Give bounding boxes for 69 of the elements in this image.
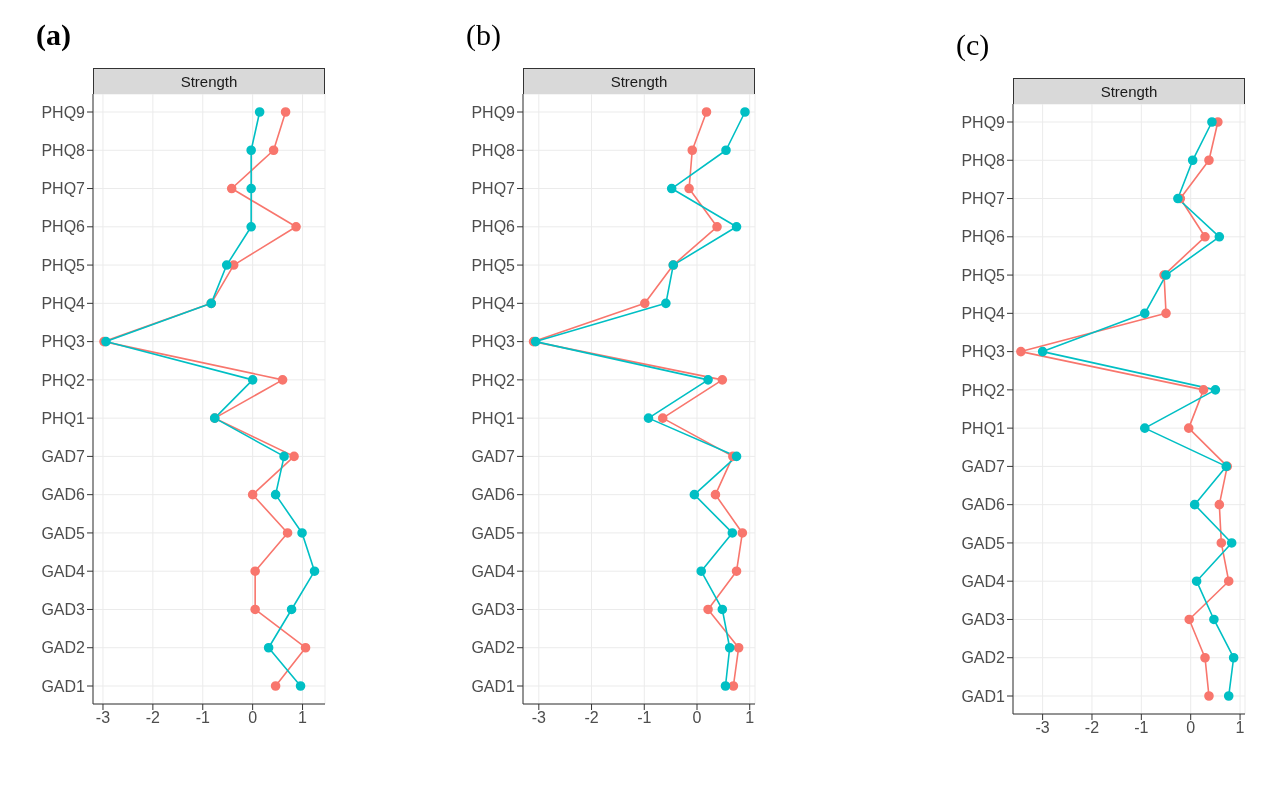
x-tick-label: -2 xyxy=(584,709,599,727)
y-tick-label: GAD3 xyxy=(961,611,1006,629)
x-tick-label: -1 xyxy=(637,709,652,727)
y-tick-label: PHQ5 xyxy=(41,256,86,274)
y-tick-label: GAD2 xyxy=(41,639,86,657)
x-tick-label: 1 xyxy=(745,709,755,727)
y-tick-label: GAD4 xyxy=(471,562,516,580)
y-tick-label: PHQ4 xyxy=(961,305,1006,323)
y-tick-label: PHQ1 xyxy=(961,419,1006,437)
y-tick-label: PHQ8 xyxy=(41,141,86,159)
y-tick-label: PHQ9 xyxy=(471,103,516,121)
y-tick-label: GAD5 xyxy=(41,524,86,542)
y-tick-label: PHQ7 xyxy=(961,190,1006,208)
chart-title: (c) xyxy=(955,28,991,63)
y-tick-label: PHQ3 xyxy=(471,333,516,351)
y-tick-label: GAD7 xyxy=(41,448,86,466)
y-tick-label: GAD4 xyxy=(961,572,1006,590)
y-tick-label: GAD2 xyxy=(961,649,1006,667)
y-tick-label: PHQ5 xyxy=(471,256,516,274)
x-tick-label: -3 xyxy=(531,709,547,727)
y-tick-label: GAD7 xyxy=(961,458,1006,476)
y-tick-label: GAD2 xyxy=(471,639,516,657)
chart-subtitle: Strength xyxy=(93,68,325,94)
y-tick-label: GAD5 xyxy=(961,534,1006,552)
y-tick-label: GAD5 xyxy=(471,524,516,542)
y-tick-label: GAD1 xyxy=(471,677,516,695)
x-tick-label: -2 xyxy=(1084,719,1100,737)
x-tick-label: -3 xyxy=(95,709,111,727)
y-tick-label: GAD1 xyxy=(961,687,1006,705)
y-tick-label: GAD4 xyxy=(41,562,86,580)
x-tick-label: 0 xyxy=(1186,719,1196,737)
x-tick-label: -2 xyxy=(145,709,161,727)
y-tick-label: PHQ6 xyxy=(961,228,1006,246)
y-tick-label: PHQ6 xyxy=(471,218,516,236)
x-tick-label: 0 xyxy=(248,709,258,727)
y-tick-label: PHQ2 xyxy=(41,371,86,389)
x-tick-label: 1 xyxy=(1235,719,1245,737)
y-tick-label: PHQ3 xyxy=(41,333,86,351)
y-tick-label: PHQ7 xyxy=(41,180,86,198)
chart-title: (b) xyxy=(465,18,502,53)
y-tick-label: PHQ1 xyxy=(471,409,516,427)
x-tick-label: 1 xyxy=(298,709,308,727)
x-tick-label: -3 xyxy=(1035,719,1050,737)
y-tick-label: PHQ4 xyxy=(471,295,516,313)
y-tick-label: PHQ3 xyxy=(961,343,1006,361)
x-tick-label: -1 xyxy=(195,709,210,727)
chart-subtitle: Strength xyxy=(1013,78,1245,104)
y-tick-label: PHQ8 xyxy=(961,151,1006,169)
y-tick-label: PHQ9 xyxy=(961,113,1006,131)
y-tick-label: PHQ7 xyxy=(471,180,516,198)
x-tick-label: 0 xyxy=(692,709,702,727)
x-tick-label: -1 xyxy=(1134,719,1149,737)
y-tick-label: PHQ6 xyxy=(41,218,86,236)
y-tick-label: GAD7 xyxy=(471,448,516,466)
y-tick-label: PHQ8 xyxy=(471,141,516,159)
y-tick-label: GAD6 xyxy=(471,486,516,504)
y-tick-label: GAD1 xyxy=(41,677,86,695)
y-tick-label: GAD3 xyxy=(41,601,86,619)
y-tick-label: PHQ5 xyxy=(961,266,1006,284)
y-tick-label: PHQ1 xyxy=(41,409,86,427)
chart-title: (a) xyxy=(35,18,72,53)
y-tick-label: PHQ4 xyxy=(41,295,86,313)
chart-subtitle: Strength xyxy=(523,68,755,94)
y-tick-label: PHQ2 xyxy=(471,371,516,389)
y-tick-label: GAD6 xyxy=(41,486,86,504)
y-tick-label: PHQ2 xyxy=(961,381,1006,399)
y-tick-label: GAD6 xyxy=(961,496,1006,514)
y-tick-label: GAD3 xyxy=(471,601,516,619)
y-tick-label: PHQ9 xyxy=(41,103,86,121)
